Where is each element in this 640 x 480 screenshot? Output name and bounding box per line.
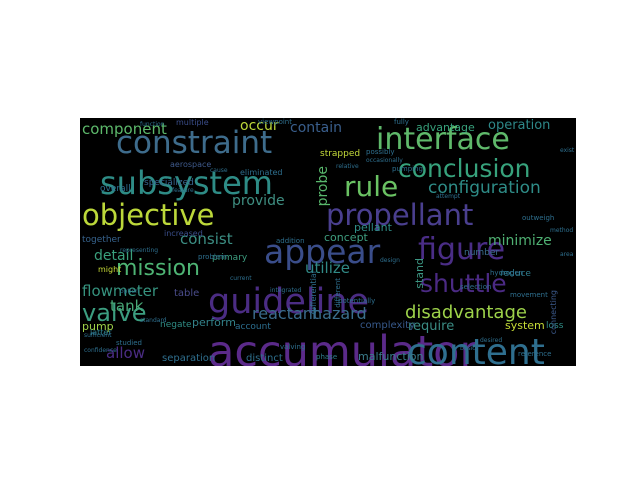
cloud-word: strapped [320, 149, 361, 159]
cloud-word: confidence [84, 347, 117, 354]
cloud-word: pellant [354, 221, 392, 234]
cloud-word: loss [546, 321, 564, 331]
cloud-word: valve [82, 299, 147, 327]
cloud-word: constraint [116, 125, 273, 161]
cloud-word: desired [480, 337, 503, 344]
cloud-word: phase [316, 353, 338, 361]
cloud-word: valving [280, 343, 306, 351]
cloud-word: might [98, 265, 122, 274]
cloud-word: disadvantage [405, 302, 527, 323]
cloud-word: complexity [360, 320, 415, 331]
cloud-word: flowmeter [82, 282, 159, 300]
cloud-word: feature [172, 187, 194, 194]
cloud-word: content [407, 332, 545, 367]
cloud-word: viewpoint [258, 118, 292, 126]
cloud-word: representing [120, 247, 159, 254]
cloud-word: interface [376, 122, 510, 157]
cloud-word: movement [510, 291, 548, 299]
cloud-word: eliminated [240, 168, 283, 177]
cloud-word: area [560, 251, 574, 258]
cloud-word: pumping [392, 165, 423, 173]
cloud-word: hazard [312, 304, 367, 323]
cloud-word: operation [488, 118, 551, 133]
cloud-word: overall [100, 184, 131, 194]
cloud-word: guideline [208, 282, 370, 322]
cloud-word: standard [140, 317, 167, 324]
cloud-word: concept [324, 231, 368, 244]
cloud-word: figure [418, 232, 506, 267]
cloud-word: subsystem [100, 164, 273, 202]
cloud-word: malfunction [358, 350, 424, 363]
cloud-word: studied [116, 339, 142, 347]
cloud-word: objective [82, 198, 215, 232]
cloud-word: aerospace [170, 160, 212, 169]
cloud-word: negate [160, 320, 192, 330]
cloud-word: design [380, 257, 400, 264]
cloud-word: possibly [366, 148, 395, 156]
cloud-word: require [408, 319, 455, 334]
cloud-word: configuration [428, 178, 541, 198]
cloud-word: primary [212, 253, 248, 263]
cloud-word: detail [94, 248, 134, 264]
cloud-word: occur [240, 118, 279, 134]
cloud-word: addition [276, 237, 305, 245]
cloud-word: propellant [326, 198, 474, 232]
cloud-word: stand [413, 258, 426, 289]
cloud-word: current [230, 275, 252, 282]
cloud-word: shuttle [420, 269, 507, 298]
cloud-word: problem [198, 253, 227, 261]
cloud-word: function [140, 121, 165, 128]
cloud-word: mission [116, 256, 200, 281]
cloud-word: utilize [305, 259, 350, 277]
cloud-word: appear [264, 232, 381, 271]
cloud-word: table [174, 288, 200, 299]
cloud-word: fully [394, 118, 409, 126]
cloud-word: multiple [176, 118, 209, 127]
cloud-word: reference [518, 350, 552, 358]
cloud-word: number [464, 248, 500, 258]
cloud-word: distinct [246, 353, 283, 364]
cloud-word: reactant [252, 304, 320, 323]
cloud-word: hydrogen [490, 269, 524, 277]
cloud-word: contain [290, 120, 342, 136]
cloud-word: selection [460, 283, 492, 291]
word-cloud: accumulator content guideline objective prop… [80, 118, 576, 366]
cloud-word: pump [82, 320, 114, 333]
cloud-word: sufficient [84, 332, 112, 339]
cloud-word: integrated [270, 287, 302, 294]
cloud-word: rule [344, 170, 399, 203]
cloud-word: basic [460, 345, 476, 352]
cloud-word: provide [232, 193, 285, 209]
cloud-word: allow [106, 344, 145, 362]
cloud-word: minimize [488, 233, 552, 249]
cloud-word: specialized [144, 178, 194, 188]
cloud-word: differential [309, 271, 318, 315]
cloud-word: cause [210, 167, 228, 174]
cloud-word: reduce [500, 269, 531, 279]
cloud-word: component [82, 120, 167, 138]
cloud-word: separation [162, 353, 216, 364]
cloud-word: different [334, 278, 342, 308]
cloud-word: perform [192, 316, 236, 329]
cloud-word: accumulator [208, 327, 478, 367]
cloud-word: latter [90, 328, 112, 337]
cloud-word: outweigh [522, 214, 555, 222]
cloud-word: method [550, 227, 574, 234]
cloud-word: relative [336, 163, 359, 170]
cloud-word: account [235, 322, 271, 332]
cloud-word: tank [110, 297, 144, 315]
cloud-word: occasionally [366, 157, 403, 164]
cloud-word: together [82, 235, 121, 245]
cloud-word: exist [560, 147, 575, 154]
cloud-word: option [120, 288, 139, 295]
cloud-word: attempt [436, 193, 461, 200]
cloud-word: conclusion [398, 154, 531, 183]
cloud-word: increased [164, 229, 203, 238]
cloud-word: consist [180, 230, 233, 248]
cloud-word: advantage [416, 121, 475, 134]
cloud-word: system [505, 319, 545, 332]
cloud-word: connecting [549, 290, 558, 335]
cloud-word: potentially [338, 297, 376, 305]
cloud-word: probe [315, 166, 331, 207]
